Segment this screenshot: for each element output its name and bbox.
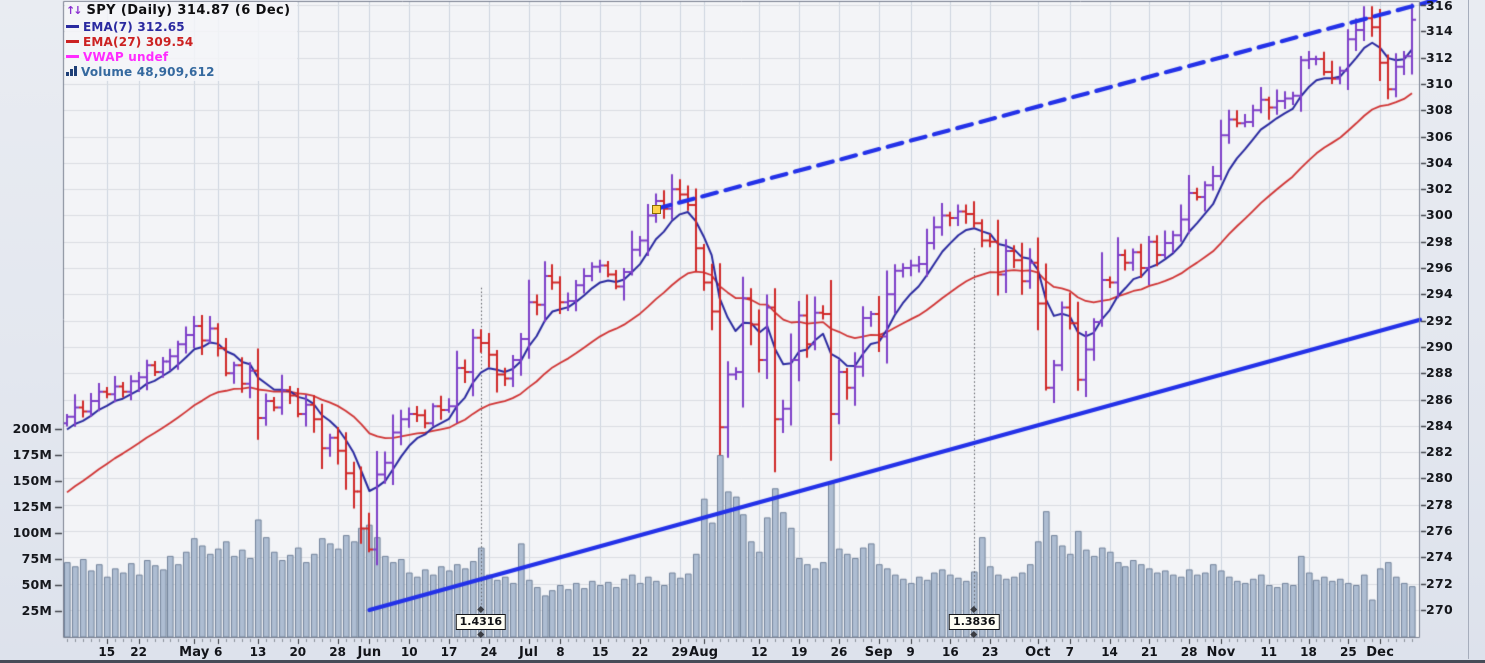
price-tick-label: 282: [1426, 444, 1453, 460]
date-tick-label: 7: [1065, 645, 1074, 659]
legend-item-ema27[interactable]: EMA(27) 309.54: [66, 34, 291, 49]
annotation-label[interactable]: 1.3836: [949, 614, 1000, 630]
price-tick-label: 270: [1426, 601, 1453, 617]
price-tick-label: 300: [1426, 207, 1453, 223]
updown-arrows-icon: ↑↓: [66, 4, 83, 17]
price-tick-label: 306: [1426, 128, 1453, 144]
window-bottom-border: [0, 660, 1485, 663]
volume-tick-label: 150M: [12, 473, 52, 488]
trendline-handle[interactable]: [651, 204, 661, 214]
legend-item-volume[interactable]: Volume 48,909,612: [66, 64, 291, 79]
date-tick-label: May: [179, 645, 210, 660]
price-tick-label: 314: [1426, 23, 1453, 39]
price-tick-label: 312: [1426, 49, 1453, 65]
legend-item-label: EMA(7) 312.65: [83, 19, 185, 34]
price-tick-label: 276: [1426, 523, 1453, 539]
date-tick-label: 11: [1260, 645, 1278, 659]
date-tick-label: 13: [249, 645, 267, 659]
legend-line-swatch: [66, 25, 79, 28]
date-tick-label: 8: [556, 645, 565, 659]
date-tick-label: 20: [289, 645, 307, 659]
price-tick-label: 296: [1426, 260, 1453, 276]
legend-line-swatch: [66, 55, 79, 58]
date-tick-label: 28: [1180, 645, 1198, 659]
price-tick-label: 304: [1426, 154, 1453, 170]
price-tick-label: 274: [1426, 549, 1453, 565]
date-tick-label: Sep: [864, 645, 893, 660]
price-tick-label: 310: [1426, 75, 1453, 91]
date-tick-label: 21: [1141, 645, 1158, 659]
date-tick-label: 22: [631, 645, 649, 659]
date-tick-label: 24: [480, 645, 498, 659]
annotation-label[interactable]: 1.4316: [455, 614, 507, 630]
volume-tick-label: 25M: [21, 603, 52, 618]
volume-tick-label: 125M: [12, 499, 52, 514]
date-tick-label: 10: [400, 645, 418, 659]
legend-line-swatch: [66, 40, 79, 43]
chart-legend: ↑↓ SPY (Daily) 314.87 (6 Dec) EMA(7) 312…: [65, 2, 297, 81]
axis-panel-separator: [1468, 0, 1469, 659]
date-tick-label: Nov: [1206, 645, 1236, 660]
legend-item-ema7[interactable]: EMA(7) 312.65: [66, 19, 291, 34]
volume-tick-label: 175M: [12, 447, 52, 462]
date-tick-label: 23: [981, 645, 999, 659]
date-tick-label: 15: [591, 645, 609, 659]
legend-item-vwap[interactable]: VWAP undef: [66, 49, 291, 64]
legend-item-label: VWAP undef: [83, 49, 169, 64]
date-tick-label: 14: [1101, 645, 1118, 659]
date-tick-label: 12: [751, 645, 768, 659]
price-tick-label: 280: [1426, 470, 1453, 486]
date-tick-label: Aug: [689, 645, 719, 660]
date-tick-label: Jun: [357, 645, 382, 660]
date-tick-label: 26: [830, 645, 848, 659]
price-tick-label: 272: [1426, 575, 1453, 591]
price-tick-label: 294: [1426, 286, 1453, 302]
date-tick-label: 16: [942, 645, 959, 659]
price-tick-label: 316: [1426, 0, 1453, 13]
legend-item-label: EMA(27) 309.54: [83, 34, 194, 49]
date-tick-label: 19: [790, 645, 808, 659]
legend-item-label: Volume 48,909,612: [81, 64, 215, 79]
symbol-title: SPY (Daily) 314.87 (6 Dec): [86, 3, 291, 18]
date-tick-label: 15: [98, 645, 116, 659]
legend-items: EMA(7) 312.65 EMA(27) 309.54 VWAP undef Vol…: [66, 19, 291, 79]
date-tick-label: 22: [130, 645, 147, 659]
price-tick-label: 290: [1426, 338, 1453, 354]
price-tick-label: 288: [1426, 365, 1453, 381]
legend-title-row: ↑↓ SPY (Daily) 314.87 (6 Dec): [66, 2, 291, 19]
price-tick-label: 284: [1426, 417, 1453, 433]
date-tick-label: Jul: [519, 645, 539, 660]
price-tick-label: 286: [1426, 391, 1453, 407]
price-tick-label: 298: [1426, 233, 1453, 249]
date-tick-label: 28: [329, 645, 346, 659]
volume-bars-icon: [66, 65, 77, 79]
price-tick-label: 308: [1426, 102, 1453, 118]
date-tick-label: Oct: [1025, 645, 1051, 660]
volume-tick-label: 100M: [12, 525, 52, 540]
date-tick-label: 17: [440, 645, 458, 659]
date-tick-label: 29: [671, 645, 689, 659]
date-tick-label: 9: [906, 645, 915, 659]
volume-tick-label: 50M: [21, 577, 52, 592]
price-tick-label: 292: [1426, 312, 1453, 328]
volume-tick-label: 200M: [12, 421, 52, 436]
price-tick-label: 302: [1426, 181, 1453, 197]
date-tick-label: 18: [1300, 645, 1317, 659]
price-tick-label: 278: [1426, 496, 1453, 512]
date-tick-label: 6: [214, 645, 223, 659]
volume-tick-label: 75M: [21, 551, 52, 566]
date-tick-label: 25: [1339, 645, 1357, 659]
date-tick-label: Dec: [1366, 645, 1395, 660]
